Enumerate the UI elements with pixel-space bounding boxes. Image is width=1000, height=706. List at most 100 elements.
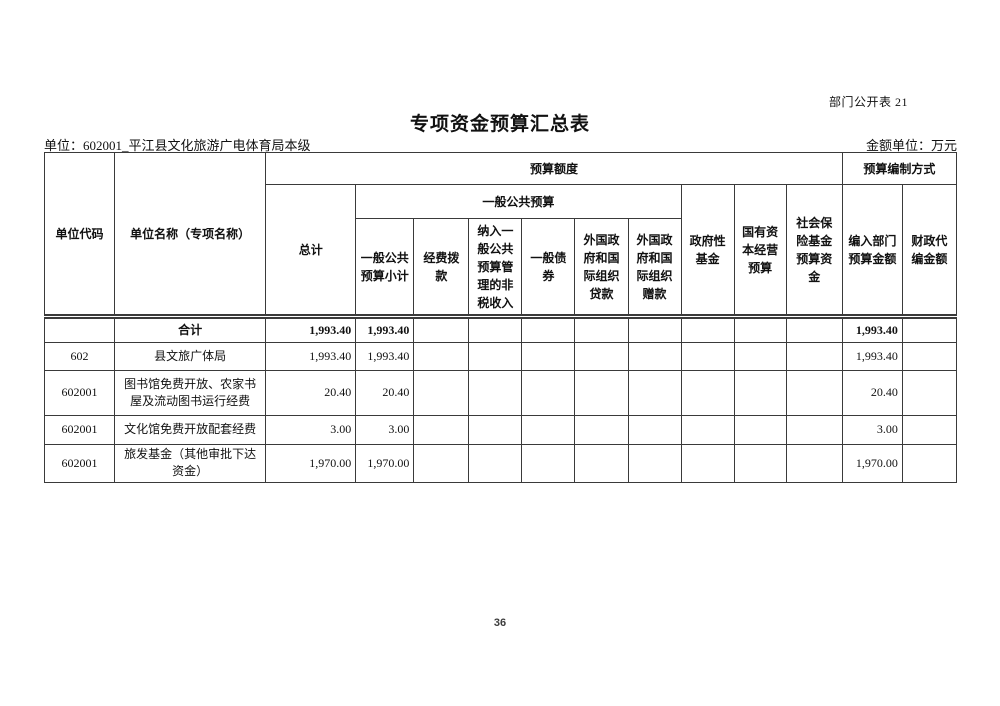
cell-unit-code: 602001 — [43, 415, 116, 445]
cell-govt-funds — [680, 342, 735, 371]
cell-fund-appropriation — [413, 370, 470, 416]
col-header-general-public-budget: 一般公共预算 — [355, 184, 682, 219]
table-number-label: 部门公开表 21 — [828, 95, 908, 109]
cell-gpb-subtotal: 3.00 — [355, 415, 415, 445]
cell-total: 1,970.00 — [265, 444, 357, 483]
table-row: 602 县文旅广体局 1,993.40 1,993.40 1,993.40 — [43, 342, 958, 371]
cell-foreign-grants — [627, 444, 682, 483]
cell-general-bonds — [521, 415, 576, 445]
col-header-unit-code: 单位代码 — [43, 152, 116, 317]
cell-total: 1,993.40 — [265, 342, 357, 371]
cell-gpb-subtotal: 1,970.00 — [355, 444, 415, 483]
cell-fund-appropriation — [413, 415, 470, 445]
cell-dept-budget-amount: 20.40 — [841, 370, 903, 416]
cell-foreign-grants — [627, 314, 682, 343]
cell-non-tax-income — [468, 370, 523, 416]
col-header-dept-budget-amount: 编入部门预算金额 — [841, 184, 903, 317]
cell-non-tax-income — [468, 444, 523, 483]
cell-social-insurance — [785, 314, 843, 343]
cell-dept-budget-amount: 1,970.00 — [841, 444, 903, 483]
cell-state-capital — [733, 415, 787, 445]
meta-row: 单位：602001_平江县文化旅游广电体育局本级 金额单位：万元 — [44, 135, 957, 154]
cell-total: 1,993.40 — [265, 314, 357, 343]
cell-foreign-grants — [627, 370, 682, 416]
cell-state-capital — [733, 314, 787, 343]
cell-general-bonds — [521, 444, 576, 483]
col-header-gpb-subtotal: 一般公共预算小计 — [355, 218, 415, 317]
cell-dept-budget-amount: 3.00 — [841, 415, 903, 445]
col-header-fund-appropriation: 经费拨款 — [413, 218, 470, 317]
cell-unit-name: 图书馆免费开放、农家书屋及流动图书运行经费 — [114, 370, 267, 416]
cell-gpb-subtotal: 1,993.40 — [355, 314, 415, 343]
table-row: 602001 旅发基金（其他审批下达资金） 1,970.00 1,970.00 … — [43, 444, 958, 483]
cell-foreign-grants — [627, 342, 682, 371]
page-number: 36 — [493, 617, 507, 629]
col-header-budget-method: 预算编制方式 — [841, 152, 958, 185]
col-header-non-tax-income: 纳入一般公共预算管理的非税收入 — [468, 218, 523, 317]
cell-state-capital — [733, 342, 787, 371]
cell-general-bonds — [521, 370, 576, 416]
col-header-govt-funds: 政府性基金 — [680, 184, 735, 317]
col-header-finance-compiled-amount: 财政代编金额 — [901, 184, 958, 317]
header-row-3: 一般公共预算小计 经费拨款 纳入一般公共预算管理的非税收入 一般债券 外国政府和… — [45, 218, 957, 317]
cell-unit-name: 县文旅广体局 — [114, 342, 267, 371]
cell-foreign-loans — [574, 444, 629, 483]
cell-fund-appropriation — [413, 342, 470, 371]
cell-finance-compiled-amount — [901, 370, 958, 416]
cell-unit-code: 602001 — [43, 444, 116, 483]
col-header-state-capital: 国有资本经营预算 — [733, 184, 787, 317]
cell-govt-funds — [680, 370, 735, 416]
cell-state-capital — [733, 370, 787, 416]
cell-finance-compiled-amount — [901, 415, 958, 445]
cell-state-capital — [733, 444, 787, 483]
col-header-unit-name: 单位名称（专项名称） — [114, 152, 267, 317]
cell-unit-name: 旅发基金（其他审批下达资金） — [114, 444, 267, 483]
unit-label: 单位：602001_平江县文化旅游广电体育局本级 — [44, 138, 311, 153]
col-header-foreign-loans: 外国政府和国际组织贷款 — [574, 218, 629, 317]
cell-foreign-loans — [574, 314, 629, 343]
cell-unit-code: 602 — [43, 342, 116, 371]
cell-general-bonds — [521, 342, 576, 371]
cell-fund-appropriation — [413, 314, 470, 343]
cell-govt-funds — [680, 314, 735, 343]
cell-gpb-subtotal: 20.40 — [355, 370, 415, 416]
cell-non-tax-income — [468, 415, 523, 445]
cell-finance-compiled-amount — [901, 342, 958, 371]
cell-foreign-loans — [574, 415, 629, 445]
cell-govt-funds — [680, 444, 735, 483]
cell-dept-budget-amount: 1,993.40 — [841, 314, 903, 343]
cell-unit-name: 文化馆免费开放配套经费 — [114, 415, 267, 445]
cell-unit-code: 602001 — [43, 370, 116, 416]
cell-foreign-grants — [627, 415, 682, 445]
cell-foreign-loans — [574, 342, 629, 371]
cell-social-insurance — [785, 415, 843, 445]
table-row: 602001 文化馆免费开放配套经费 3.00 3.00 3.00 — [43, 415, 958, 445]
cell-non-tax-income — [468, 342, 523, 371]
cell-total: 20.40 — [265, 370, 357, 416]
page-title: 专项资金预算汇总表 — [409, 114, 590, 135]
cell-finance-compiled-amount — [901, 314, 958, 343]
cell-general-bonds — [521, 314, 576, 343]
cell-total: 3.00 — [265, 415, 357, 445]
col-header-foreign-grants: 外国政府和国际组织赠款 — [627, 218, 682, 317]
table-row: 602001 图书馆免费开放、农家书屋及流动图书运行经费 20.40 20.40… — [43, 370, 958, 416]
col-header-total: 总计 — [265, 184, 357, 317]
col-header-social-insurance: 社会保险基金预算资金 — [785, 184, 843, 317]
cell-unit-code — [43, 314, 116, 343]
col-header-general-bonds: 一般债券 — [521, 218, 576, 317]
budget-summary-table: 单位代码 单位名称（专项名称） 预算额度 预算编制方式 总计 一般公共预算 政府… — [43, 152, 958, 483]
amount-unit-label: 金额单位：万元 — [865, 138, 957, 153]
cell-dept-budget-amount: 1,993.40 — [841, 342, 903, 371]
total-row: 合计 1,993.40 1,993.40 1,993.40 — [43, 314, 958, 343]
cell-govt-funds — [680, 415, 735, 445]
cell-social-insurance — [785, 342, 843, 371]
cell-social-insurance — [785, 370, 843, 416]
cell-foreign-loans — [574, 370, 629, 416]
header-row-2: 总计 一般公共预算 政府性基金 国有资本经营预算 社会保险基金预算资金 编入部门… — [45, 184, 958, 317]
cell-unit-name: 合计 — [114, 314, 267, 343]
cell-fund-appropriation — [413, 444, 470, 483]
header-row-1: 单位代码 单位名称（专项名称） 预算额度 预算编制方式 — [43, 152, 958, 317]
cell-non-tax-income — [468, 314, 523, 343]
cell-social-insurance — [785, 444, 843, 483]
